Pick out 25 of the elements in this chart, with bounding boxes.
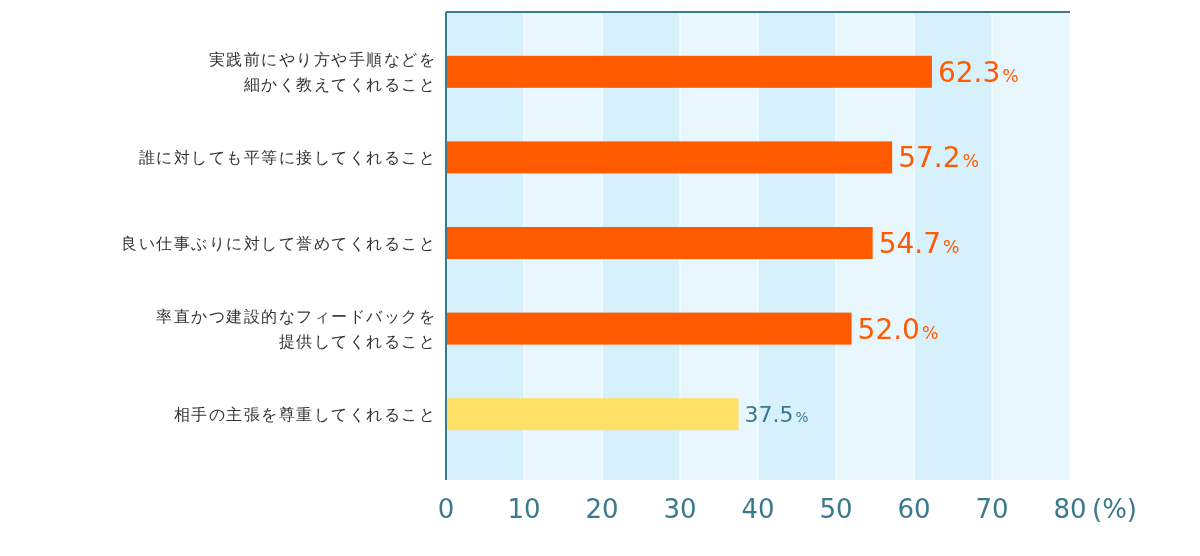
x-tick-label: 80 [1053, 494, 1087, 524]
y-tick-label: 誰に対しても平等に接してくれること [138, 148, 436, 168]
bar [447, 398, 739, 431]
data-label: 57.2% [898, 141, 979, 175]
x-tick-label: 10 [507, 494, 541, 524]
x-tick-label: 0 [437, 494, 455, 524]
x-tick-label: 30 [663, 494, 697, 524]
x-tick-label: 60 [897, 494, 931, 524]
bar [447, 312, 852, 345]
x-tick-label: 20 [585, 494, 619, 524]
bar [447, 141, 893, 174]
x-axis-title: (%) [1092, 494, 1137, 524]
bar [447, 55, 932, 88]
x-tick-label: 50 [819, 494, 853, 524]
data-label: 62.3% [937, 55, 1019, 89]
data-label: 54.7% [878, 227, 960, 261]
bar [447, 227, 873, 259]
y-tick-label: 率直かつ建設的なフィードバックを提供してくれること [156, 307, 436, 352]
data-label: 37.5% [744, 402, 809, 428]
x-tick-label: 70 [975, 494, 1009, 524]
y-tick-label: 実践前にやり方や手順などを細かく教えてくれること [208, 50, 436, 95]
x-tick-label: 40 [741, 494, 775, 524]
y-tick-label: 相手の主張を尊重してくれること [173, 405, 436, 425]
data-label: 52.0% [857, 312, 939, 346]
y-tick-label: 良い仕事ぶりに対して誉めてくれること [121, 234, 436, 253]
